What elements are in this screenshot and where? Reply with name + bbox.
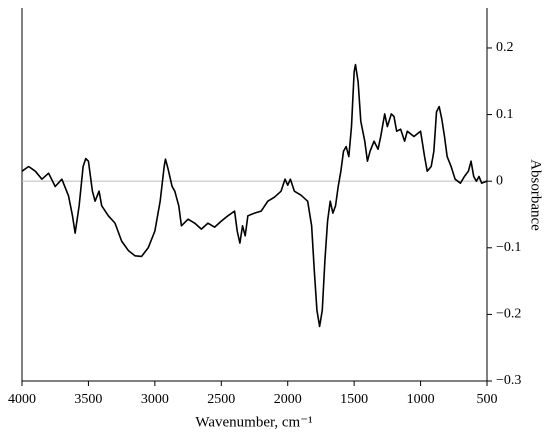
x-tick-label: 500 [477, 392, 498, 407]
y-tick-label: 0.2 [496, 40, 514, 55]
x-tick-label: 4000 [8, 392, 36, 407]
x-axis-label: Wavenumber, cm⁻¹ [195, 414, 312, 430]
y-tick-label: −0.1 [496, 240, 521, 255]
x-tick-label: 2500 [207, 392, 235, 407]
y-axis-label: Absorbance [528, 159, 544, 231]
x-tick-label: 3000 [141, 392, 169, 407]
x-tick-label: 1000 [407, 392, 435, 407]
spectrum-line [21, 63, 488, 328]
x-tick-label: 1500 [340, 392, 368, 407]
y-tick-label: 0 [496, 173, 503, 188]
y-tick-label: 0.1 [496, 107, 514, 122]
y-tick-label: −0.2 [496, 307, 521, 322]
x-tick-label: 3500 [74, 392, 102, 407]
x-tick-label: 2000 [274, 392, 302, 407]
y-tick-label: −0.3 [496, 373, 521, 388]
